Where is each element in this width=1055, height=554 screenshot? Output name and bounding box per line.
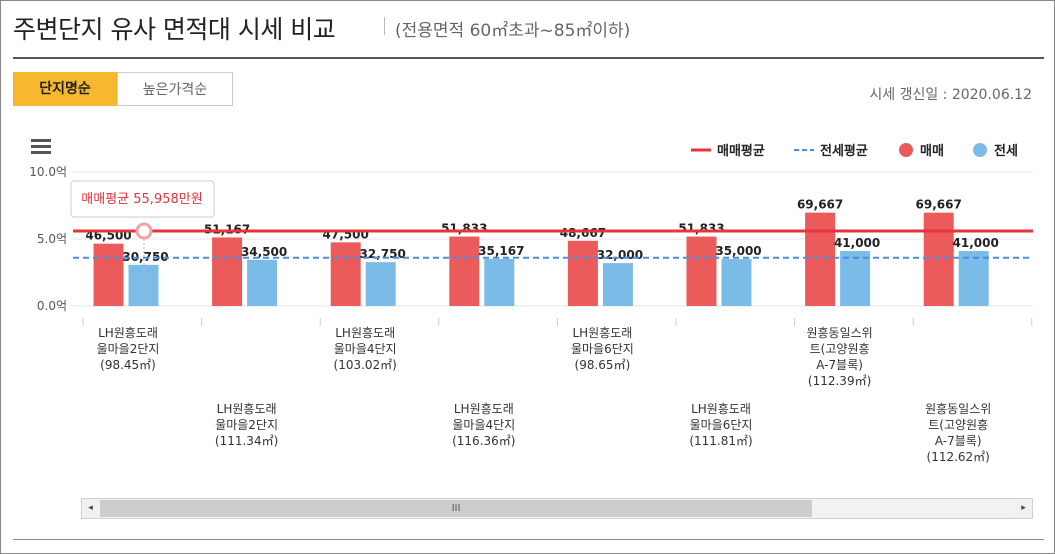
category-label-line: LH원흥도래 [217,402,277,416]
sale-bar [686,236,717,306]
category-label-line: LH원흥도래 [454,402,514,416]
hamburger-line [31,139,51,142]
horizontal-scrollbar[interactable]: ◂ III ▸ [81,498,1033,519]
hamburger-line [31,151,51,154]
average-marker-icon [135,222,153,240]
category-label-line: (111.81㎡) [689,434,752,448]
tab-sort-by-name[interactable]: 단지명순 [13,72,117,106]
sale-value-label: 51,833 [441,222,487,236]
jeonse-value-label: 41,000 [834,236,880,250]
area-range-subtitle: (전용면적 60㎡초과~85㎡이하) [395,21,631,41]
legend-label: 매매 [920,144,944,159]
y-tick-label: 0.0억 [37,299,67,313]
category-label-line: A-7블록) [935,434,982,448]
jeonse-bar [602,263,633,306]
sale-bar [212,237,243,306]
jeonse-value-label: 35,000 [715,244,761,258]
jeonse-value-label: 32,750 [360,247,406,261]
sale-value-label: 69,667 [797,198,843,212]
tooltip-box [70,180,215,218]
category-label-line: 울마을4단지 [334,342,397,356]
category-label-line: A-7블록) [816,358,863,372]
category-label-line: LH원흥도래 [691,402,751,416]
category-label-line: 원흥동일스위 [806,326,872,340]
jeonse-bar [840,251,871,306]
category-label-line: 울마을4단지 [452,418,515,432]
tab-sort-by-price[interactable]: 높은가격순 [117,72,233,106]
category-label-line: LH원흥도래 [335,326,395,340]
category-label-line: (116.36㎡) [452,434,515,448]
header-divider [13,57,1044,59]
category-label-line: (98.65㎡) [575,358,631,372]
hamburger-line [31,145,51,148]
footer-divider [13,539,1044,540]
jeonse-bar [365,262,396,306]
y-tick-label: 5.0억 [37,232,67,246]
jeonse-bar [721,259,752,306]
page-title: 주변단지 유사 면적대 시세 비교 [13,15,336,44]
sale-value-label: 51,833 [678,222,724,236]
category-label-line: (98.45㎡) [100,358,156,372]
title-separator [384,17,385,35]
jeonse-value-label: 41,000 [953,236,999,250]
sale-bar [923,212,954,306]
category-label-line: 울마을6단지 [571,342,634,356]
jeonse-value-label: 34,500 [241,245,287,259]
jeonse-value-label: 32,000 [597,248,643,262]
legend-label: 매매평균 [717,143,765,159]
sale-value-label: 51,167 [204,222,250,236]
y-tick-label: 10.0억 [29,165,67,179]
category-label-line: 원흥동일스위 [925,402,991,416]
sale-value-label: 47,500 [323,227,369,241]
category-label-line: LH원흥도래 [98,326,158,340]
category-label-line: (103.02㎡) [334,358,397,372]
category-label-line: (112.39㎡) [808,374,871,388]
legend-label: 전세평균 [820,143,868,159]
jeonse-bar [484,258,515,306]
scroll-right-icon[interactable]: ▸ [1015,499,1032,518]
legend-label: 전세 [994,143,1018,159]
sale-bar [93,243,124,306]
sale-value-label: 48,667 [560,226,606,240]
sale-value-label: 69,667 [916,198,962,212]
sale-bar [449,236,480,306]
category-label-line: 울마을6단지 [690,418,753,432]
category-label-line: (111.34㎡) [215,434,278,448]
scroll-left-icon[interactable]: ◂ [82,499,99,518]
category-label-line: 울마을2단지 [215,418,278,432]
price-update-date: 시세 갱신일 : 2020.06.12 [869,87,1032,103]
jeonse-value-label: 35,167 [478,244,524,258]
sale-bar [567,240,598,306]
scroll-thumb[interactable]: III [100,500,812,517]
tooltip-text: 매매평균 55,958만원 [81,192,202,207]
sale-bar [805,212,836,306]
category-label-line: 트(고양원흥 [810,342,870,356]
category-label-line: (112.62㎡) [927,450,990,464]
jeonse-bar [247,259,278,306]
category-label-line: 트(고양원흥 [928,418,988,432]
legend-jeonse-dot-icon [973,143,987,157]
category-label-line: LH원흥도래 [572,326,632,340]
category-label-line: 울마을2단지 [97,342,160,356]
jeonse-bar [958,251,989,306]
legend-sale-dot-icon [899,143,913,157]
sale-bar [330,242,361,306]
hamburger-menu-icon[interactable] [31,139,51,154]
